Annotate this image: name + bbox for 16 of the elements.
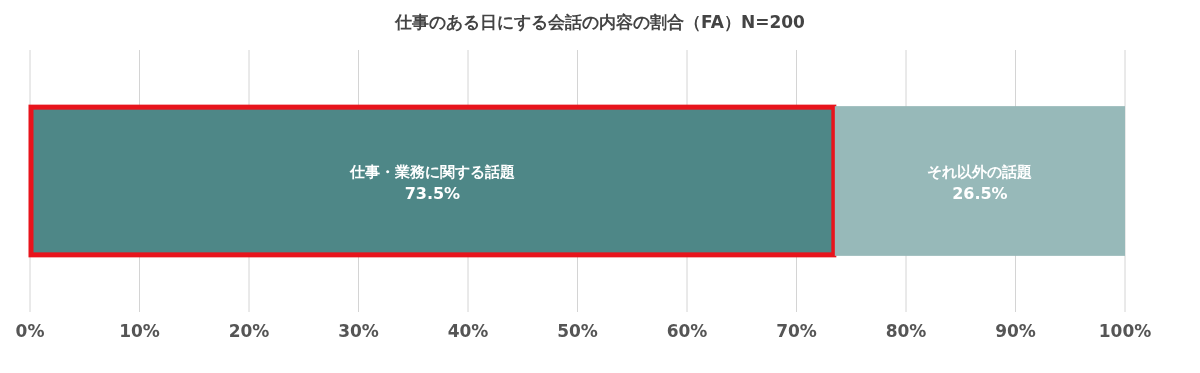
data-label: 26.5% [952,184,1008,203]
x-tick-label: 100% [1098,321,1152,341]
series-label: 仕事・業務に関する話題 [348,163,515,181]
x-tick-label: 90% [995,321,1036,341]
x-tick-label: 10% [119,321,160,341]
x-tick-label: 0% [15,321,45,341]
data-label: 73.5% [404,184,461,203]
x-tick-label: 30% [338,321,379,341]
x-tick-label: 40% [447,321,489,341]
x-tick-label: 20% [228,321,270,341]
x-tick-label: 70% [776,321,817,341]
x-tick-label: 60% [666,321,708,341]
chart-title: 仕事のある日にする会話の内容の割合（FA）N=200 [394,12,806,32]
x-tick-label: 50% [557,321,598,341]
series-label: それ以外の話題 [927,163,1033,181]
x-tick-label: 80% [885,321,927,341]
